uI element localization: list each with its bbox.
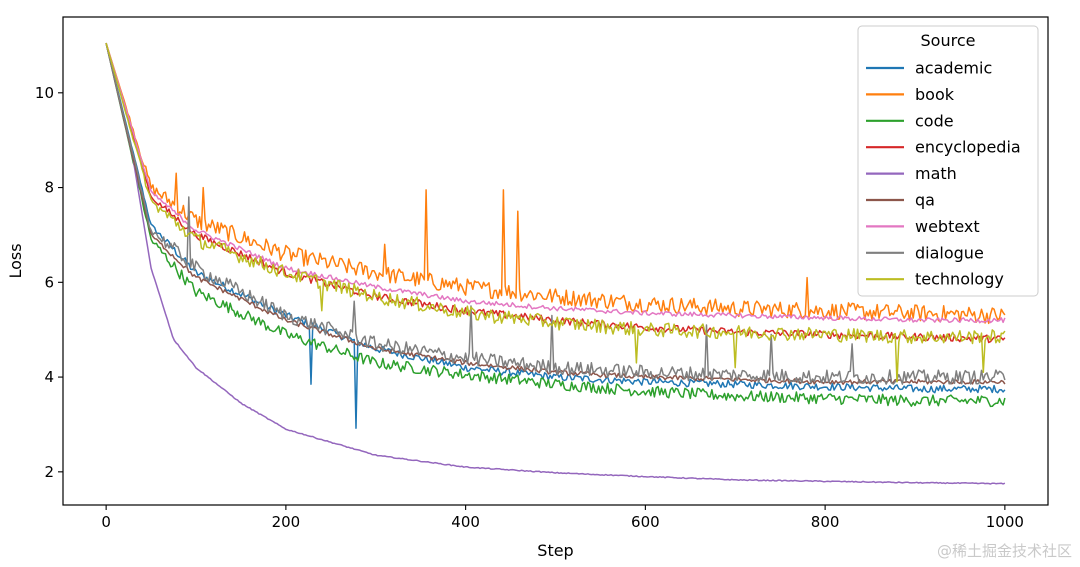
x-tick-label: 400: [451, 513, 480, 531]
legend-label-qa: qa: [915, 191, 935, 210]
axes: 0 200 400 600 800 1000 2 4 6 8 10: [35, 84, 1024, 531]
series-line-technology: [105, 42, 1006, 383]
legend-items: academic book code encyclopedia math qa webtex…: [866, 59, 1021, 289]
watermark: @稀土掘金技术社区: [936, 542, 1072, 560]
x-tick-label: 200: [272, 513, 301, 531]
legend-label-encyclopedia: encyclopedia: [915, 138, 1021, 157]
legend-label-dialogue: dialogue: [915, 243, 984, 262]
y-tick-label: 8: [44, 179, 54, 197]
y-tick-label: 10: [35, 84, 54, 102]
series-line-book: [105, 42, 1006, 325]
series-line-math: [105, 42, 1006, 485]
legend-label-math: math: [915, 164, 957, 183]
y-tick-label: 2: [44, 463, 54, 481]
legend-label-technology: technology: [915, 270, 1004, 289]
x-tick-label: 800: [811, 513, 840, 531]
x-tick-label: 600: [631, 513, 660, 531]
x-tick-label: 1000: [986, 513, 1024, 531]
legend-label-webtext: webtext: [915, 217, 980, 236]
y-tick-label: 6: [44, 273, 54, 291]
legend-label-book: book: [915, 85, 955, 104]
series-line-webtext: [105, 42, 1006, 324]
series-line-qa: [105, 42, 1006, 385]
x-axis-label: Step: [537, 541, 573, 560]
series-line-code: [105, 42, 1006, 408]
y-tick-label: 4: [44, 368, 54, 386]
x-tick-label: 0: [101, 513, 111, 531]
legend-label-academic: academic: [915, 59, 992, 78]
y-axis-label: Loss: [6, 243, 25, 278]
legend-label-code: code: [915, 111, 954, 130]
legend-title: Source: [921, 31, 976, 50]
legend: Source academic book code encyclopedia math q…: [857, 25, 1039, 297]
series-lines: [105, 42, 1006, 485]
series-line-dialogue: [105, 42, 1006, 385]
